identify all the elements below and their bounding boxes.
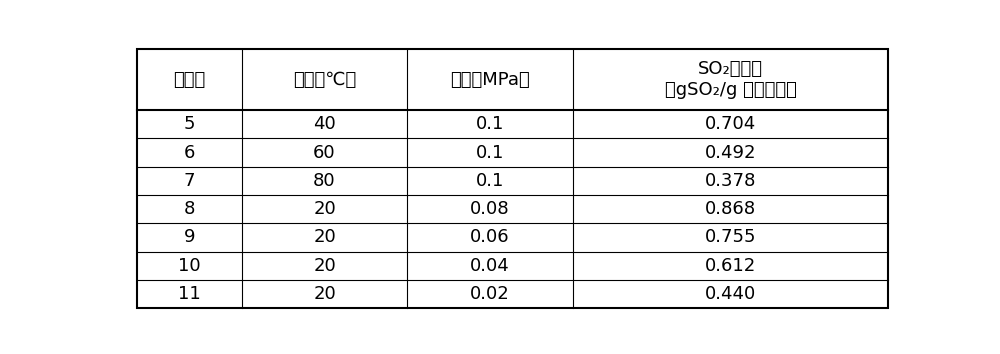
- Text: 0.1: 0.1: [476, 144, 504, 161]
- Text: 0.08: 0.08: [470, 200, 510, 218]
- Text: 9: 9: [183, 228, 195, 246]
- Text: 20: 20: [313, 257, 336, 275]
- Text: 实施例: 实施例: [173, 71, 205, 89]
- Text: 0.1: 0.1: [476, 172, 504, 190]
- Text: 0.1: 0.1: [476, 115, 504, 133]
- Text: 7: 7: [183, 172, 195, 190]
- Text: 60: 60: [313, 144, 336, 161]
- Text: 11: 11: [178, 285, 201, 303]
- Text: 0.440: 0.440: [705, 285, 756, 303]
- Text: 压力（MPa）: 压力（MPa）: [450, 71, 530, 89]
- Text: 8: 8: [184, 200, 195, 218]
- Text: 5: 5: [183, 115, 195, 133]
- Text: 0.755: 0.755: [705, 228, 756, 246]
- Text: 0.492: 0.492: [705, 144, 756, 161]
- Text: 20: 20: [313, 228, 336, 246]
- Text: 10: 10: [178, 257, 201, 275]
- Text: 6: 6: [184, 144, 195, 161]
- Text: SO₂吸收量: SO₂吸收量: [698, 61, 763, 78]
- Text: 40: 40: [313, 115, 336, 133]
- Text: 0.02: 0.02: [470, 285, 510, 303]
- Text: 80: 80: [313, 172, 336, 190]
- Text: 0.704: 0.704: [705, 115, 756, 133]
- Text: 20: 20: [313, 200, 336, 218]
- Text: 0.04: 0.04: [470, 257, 510, 275]
- Text: 20: 20: [313, 285, 336, 303]
- Text: 0.06: 0.06: [470, 228, 510, 246]
- Text: （gSO₂/g 离子液体）: （gSO₂/g 离子液体）: [665, 81, 796, 99]
- Text: 0.868: 0.868: [705, 200, 756, 218]
- Text: 0.378: 0.378: [705, 172, 756, 190]
- Text: 温度（℃）: 温度（℃）: [293, 71, 356, 89]
- Text: 0.612: 0.612: [705, 257, 756, 275]
